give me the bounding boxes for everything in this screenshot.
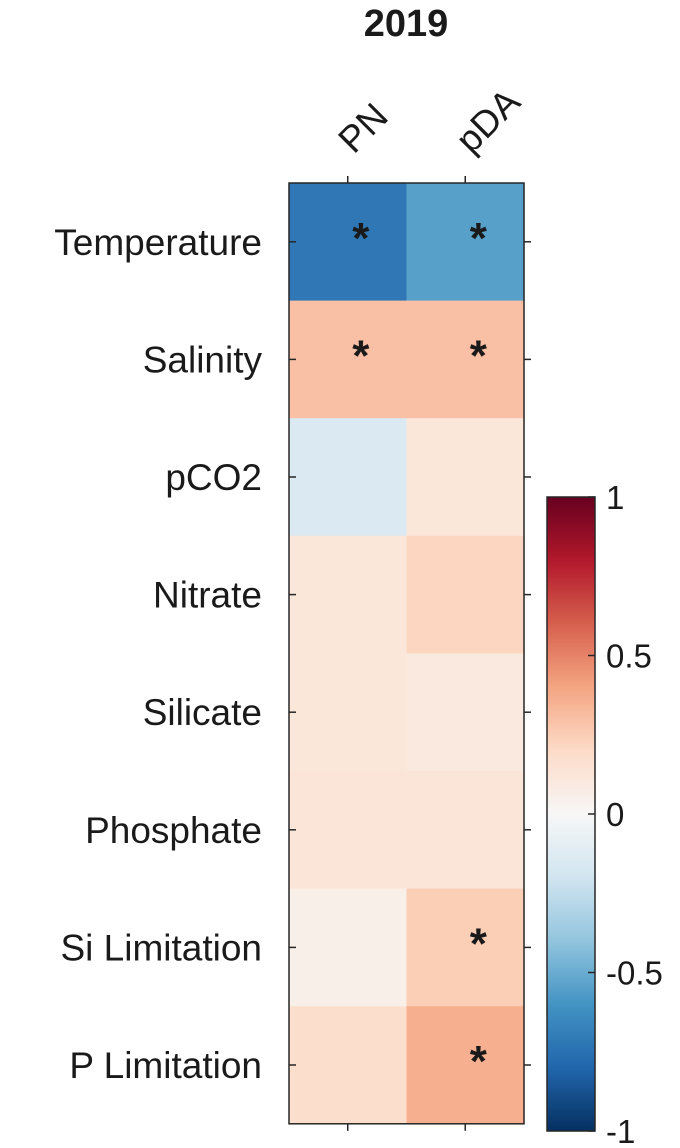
row-label: Phosphate xyxy=(85,810,262,851)
heatmap-cell xyxy=(289,771,408,890)
heatmap-cell xyxy=(289,653,408,772)
colorbar-ticks xyxy=(588,496,595,1132)
row-label: Salinity xyxy=(143,339,263,380)
heatmap-cell xyxy=(289,300,408,419)
heatmap-cell xyxy=(406,300,525,419)
heatmap-cell xyxy=(289,888,408,1007)
colorbar-labels: 1 0.5 0 -0.5 -1 xyxy=(606,479,663,1148)
chart-title: 2019 xyxy=(364,3,449,45)
heatmap-cell xyxy=(406,653,525,772)
colorbar-tick-label: 0.5 xyxy=(606,638,652,675)
significance-marker: * xyxy=(470,1037,488,1086)
heatmap-cell xyxy=(406,1006,525,1125)
row-label: Temperature xyxy=(54,222,262,263)
column-label: PN xyxy=(330,95,395,160)
row-label: P Limitation xyxy=(69,1045,262,1086)
heatmap-cell xyxy=(289,1006,408,1125)
heatmap-frame xyxy=(288,182,525,1125)
heatmap-cell xyxy=(289,183,408,302)
column-labels: PN pDA xyxy=(330,81,528,161)
heatmap-cell xyxy=(406,888,525,1007)
heatmap-cell xyxy=(289,535,408,654)
heatmap-cell xyxy=(406,418,525,537)
colorbar-tick-label: -1 xyxy=(606,1113,635,1148)
colorbar-tick-label: -0.5 xyxy=(606,955,663,992)
heatmap-cell xyxy=(406,771,525,890)
row-label: Si Limitation xyxy=(60,927,262,968)
significance-marker: * xyxy=(470,920,488,969)
row-label: pCO2 xyxy=(165,457,262,498)
colorbar-tick-label: 1 xyxy=(606,479,624,516)
axis-ticks xyxy=(289,176,531,1131)
significance-marker: * xyxy=(470,214,488,263)
row-label: Nitrate xyxy=(153,575,262,616)
row-label: Silicate xyxy=(143,692,262,733)
significance-marker: * xyxy=(352,332,370,381)
significance-marker: * xyxy=(470,332,488,381)
colorbar xyxy=(546,496,596,1132)
heatmap-cell xyxy=(406,535,525,654)
column-label: pDA xyxy=(448,81,528,161)
heatmap-cell xyxy=(406,183,525,302)
colorbar-tick-label: 0 xyxy=(606,796,624,833)
row-labels: Temperature Salinity pCO2 Nitrate Silicate Ph… xyxy=(54,222,262,1086)
heatmap-cells xyxy=(289,183,525,1125)
heatmap-cell xyxy=(289,418,408,537)
significance-marker: * xyxy=(352,214,370,263)
significance-markers: * * * * * * xyxy=(352,214,488,1086)
